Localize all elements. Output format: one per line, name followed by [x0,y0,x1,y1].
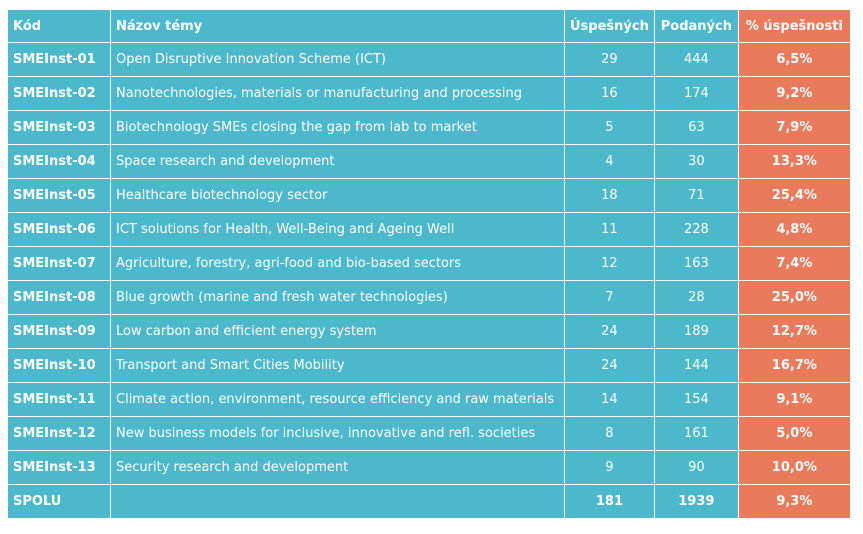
table-row: SMEInst-04 Space research and development… [7,144,851,179]
cell-success-rate: 25,4% [737,178,851,213]
header-submitted: Podaných [653,9,739,43]
cell-topic-name: Space research and development [110,144,565,179]
cell-code: SMEInst-01 [7,42,111,77]
cell-code: SMEInst-13 [7,450,111,485]
cell-success-rate: 6,5% [737,42,851,77]
cell-submitted: 28 [653,280,739,315]
table-container: Kód Názov témy Úspešných Podaných % úspe… [7,9,851,519]
table-row: SMEInst-03 Biotechnology SMEs closing the… [7,110,851,145]
cell-submitted: 189 [653,314,739,349]
cell-code: SMEInst-10 [7,348,111,383]
cell-code: SMEInst-02 [7,76,111,111]
cell-successful: 7 [564,280,655,315]
cell-successful: 24 [564,314,655,349]
success-rate-table: Kód Názov témy Úspešných Podaných % úspe… [7,9,851,519]
cell-submitted: 161 [653,416,739,451]
cell-code: SMEInst-07 [7,246,111,281]
cell-topic-name: Transport and Smart Cities Mobility [110,348,565,383]
cell-success-rate: 9,2% [737,76,851,111]
cell-successful: 8 [564,416,655,451]
cell-success-rate: 4,8% [737,212,851,247]
table-header-row: Kód Názov témy Úspešných Podaných % úspe… [7,9,851,43]
cell-code: SMEInst-09 [7,314,111,349]
cell-success-rate: 7,9% [737,110,851,145]
cell-successful: 18 [564,178,655,213]
header-topic-name: Názov témy [110,9,565,43]
cell-code: SMEInst-05 [7,178,111,213]
table-row: SMEInst-11 Climate action, environment, r… [7,382,851,417]
cell-code: SMEInst-11 [7,382,111,417]
cell-successful: 9 [564,450,655,485]
table-row: SMEInst-05 Healthcare biotechnology secto… [7,178,851,213]
cell-successful: 24 [564,348,655,383]
cell-submitted: 154 [653,382,739,417]
cell-submitted: 228 [653,212,739,247]
cell-success-rate: 7,4% [737,246,851,281]
cell-submitted: 63 [653,110,739,145]
cell-successful: 14 [564,382,655,417]
cell-success-rate: 9,1% [737,382,851,417]
table-row: SMEInst-12 New business models for inclus… [7,416,851,451]
table-row: SMEInst-07 Agriculture, forestry, agri-fo… [7,246,851,281]
cell-success-rate: 5,0% [737,416,851,451]
cell-topic-name: Low carbon and efficient energy system [110,314,565,349]
header-successful: Úspešných [564,9,655,43]
cell-successful: 29 [564,42,655,77]
table-row: SMEInst-08 Blue growth (marine and fresh … [7,280,851,315]
cell-topic-name: Blue growth (marine and fresh water tech… [110,280,565,315]
table-row: SMEInst-06 ICT solutions for Health, Well… [7,212,851,247]
cell-topic-name: Open Disruptive Innovation Scheme (ICT) [110,42,565,77]
cell-successful: 5 [564,110,655,145]
cell-submitted: 174 [653,76,739,111]
cell-code: SMEInst-06 [7,212,111,247]
cell-topic-name: Security research and development [110,450,565,485]
total-submitted: 1939 [653,484,739,519]
cell-submitted: 163 [653,246,739,281]
cell-submitted: 71 [653,178,739,213]
cell-successful: 12 [564,246,655,281]
cell-topic-name: Climate action, environment, resource ef… [110,382,565,417]
cell-topic-name: Biotechnology SMEs closing the gap from … [110,110,565,145]
table-row: SMEInst-10 Transport and Smart Cities Mob… [7,348,851,383]
total-success-rate: 9,3% [737,484,851,519]
cell-success-rate: 12,7% [737,314,851,349]
total-row: SPOLU 181 1939 9,3% [7,484,851,519]
cell-successful: 16 [564,76,655,111]
cell-topic-name: Healthcare biotechnology sector [110,178,565,213]
cell-topic-name: New business models for inclusive, innov… [110,416,565,451]
cell-topic-name: Agriculture, forestry, agri-food and bio… [110,246,565,281]
total-successful: 181 [564,484,655,519]
cell-success-rate: 16,7% [737,348,851,383]
table-body: SMEInst-01 Open Disruptive Innovation Sch… [7,42,851,519]
header-success-rate: % úspešnosti [737,9,851,43]
cell-success-rate: 10,0% [737,450,851,485]
cell-code: SMEInst-12 [7,416,111,451]
cell-submitted: 30 [653,144,739,179]
cell-success-rate: 25,0% [737,280,851,315]
cell-topic-name: Nanotechnologies, materials or manufactu… [110,76,565,111]
table-row: SMEInst-02 Nanotechnologies, materials or… [7,76,851,111]
cell-successful: 4 [564,144,655,179]
cell-successful: 11 [564,212,655,247]
table-row: SMEInst-09 Low carbon and efficient energ… [7,314,851,349]
cell-code: SMEInst-03 [7,110,111,145]
cell-success-rate: 13,3% [737,144,851,179]
total-label: SPOLU [7,484,111,519]
cell-submitted: 90 [653,450,739,485]
cell-topic-name: ICT solutions for Health, Well-Being and… [110,212,565,247]
table-row: SMEInst-01 Open Disruptive Innovation Sch… [7,42,851,77]
cell-submitted: 444 [653,42,739,77]
cell-code: SMEInst-04 [7,144,111,179]
table-row: SMEInst-13 Security research and developm… [7,450,851,485]
header-code: Kód [7,9,111,43]
total-topic-name [110,484,565,519]
cell-submitted: 144 [653,348,739,383]
cell-code: SMEInst-08 [7,280,111,315]
